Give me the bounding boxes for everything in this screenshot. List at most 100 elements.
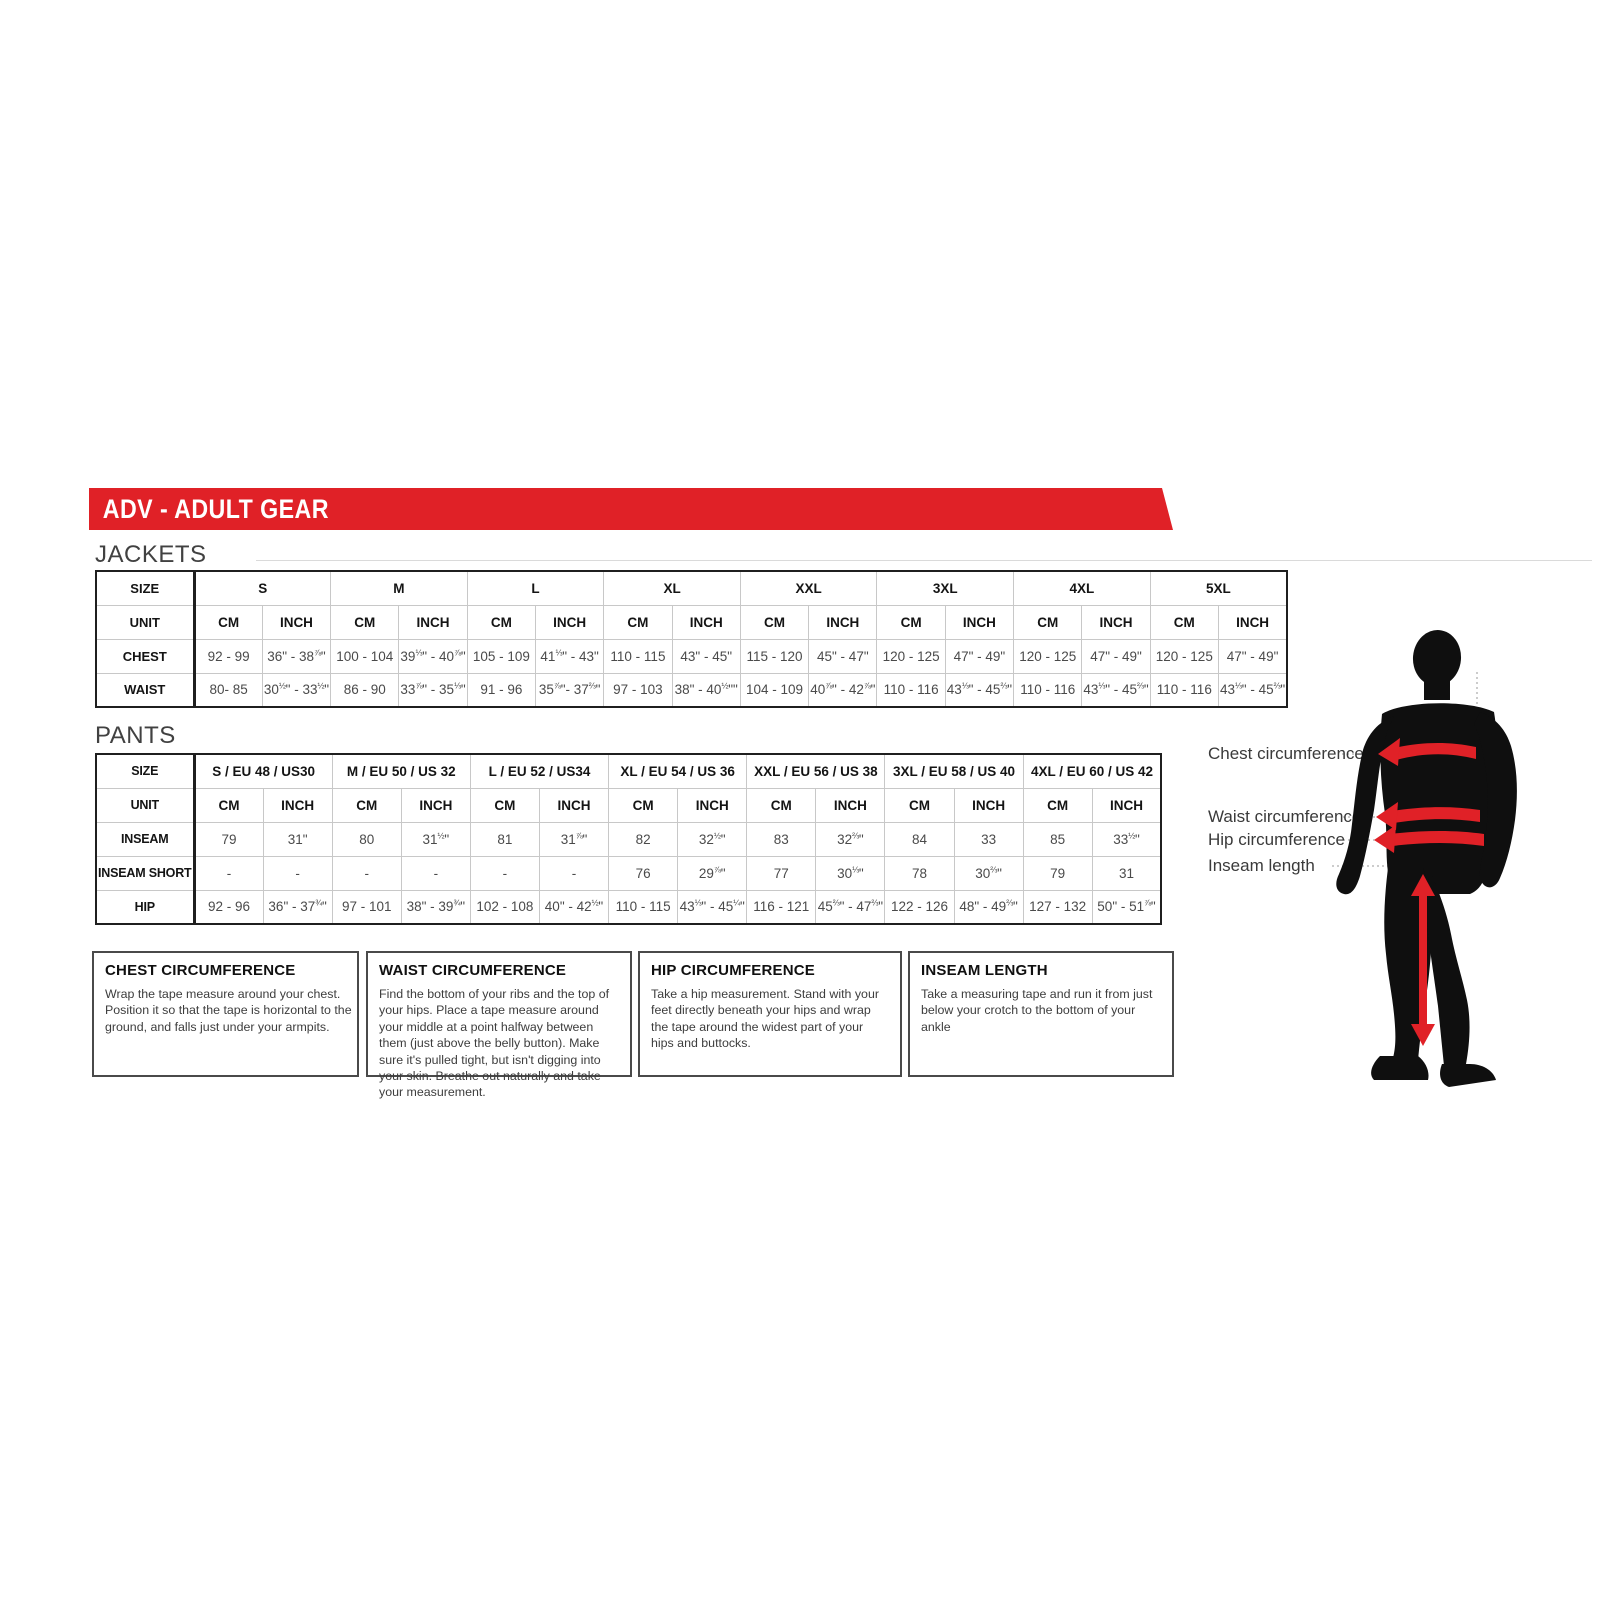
body-silhouette (1336, 630, 1517, 1087)
row-label: HIP (95, 889, 196, 925)
waist-info-body: Find the bottom of your ribs and the top… (379, 987, 610, 1100)
unit-header: CM (1022, 787, 1093, 823)
unit-header: INCH (262, 787, 333, 823)
cell: 76 (608, 855, 679, 891)
cell: 92 - 96 (193, 889, 264, 925)
cell: 79 (1022, 855, 1093, 891)
silhouette-right-leg (1426, 876, 1470, 1066)
cell: 33½" (1091, 821, 1162, 857)
unit-header: CM (330, 604, 400, 640)
banner-title: ADV - ADULT GEAR (102, 494, 329, 524)
cell: 33⅞" - 35⅓" (398, 672, 468, 708)
unit-header: INCH (671, 604, 741, 640)
unit-header: CM (608, 787, 679, 823)
cell: 33 (953, 821, 1024, 857)
row-label: INSEAM (95, 821, 196, 857)
cell: 47" - 49" (1081, 638, 1151, 674)
cell: - (193, 855, 264, 891)
waist-circumference-label: Waist circumference (1208, 807, 1362, 826)
cell: 97 - 103 (603, 672, 673, 708)
row-label: WAIST (95, 672, 196, 708)
jackets-heading-rule (256, 560, 1592, 561)
unit-header: INCH (534, 604, 605, 640)
cell: 115 - 120 (739, 638, 810, 674)
size-header: 3XL (876, 570, 1015, 606)
cell: 105 - 109 (466, 638, 536, 674)
unit-header: CM (469, 787, 540, 823)
cell: 40" - 42½" (538, 889, 610, 925)
silhouette-right-arm (1474, 712, 1517, 888)
cell: 110 - 115 (608, 889, 679, 925)
unit-header: INCH (944, 604, 1015, 640)
chest-info-box: CHEST CIRCUMFERENCE Wrap the tape measur… (92, 951, 359, 1077)
pants-heading: PANTS (95, 722, 176, 749)
cell: 29⅞" (677, 855, 748, 891)
unit-header: INCH (953, 787, 1024, 823)
cell: 31½" (400, 821, 471, 857)
waist-info-title: WAIST CIRCUMFERENCE (379, 962, 567, 979)
cell: - (538, 855, 610, 891)
unit-header: CM (746, 787, 817, 823)
cell: 30⅓" (815, 855, 886, 891)
size-header: M (330, 570, 468, 606)
pants-table: SIZE S / EU 48 / US30 M / EU 50 / US 32 L /… (95, 753, 1163, 925)
cell: 43⅓" - 45⅔" (944, 672, 1015, 708)
inseam-info-title: INSEAM LENGTH (921, 962, 1048, 979)
cell: 43⅓" - 45¼" (677, 889, 748, 925)
cell: 120 - 125 (876, 638, 946, 674)
unit-header: CM (193, 787, 264, 823)
cell: 92 - 99 (193, 638, 263, 674)
cell: 39⅓" - 40⅞" (398, 638, 468, 674)
cell: 30⅔" (953, 855, 1024, 891)
cell: 120 - 125 (1149, 638, 1219, 674)
row-label: INSEAM SHORT (95, 855, 196, 891)
cell: 47" - 49" (944, 638, 1015, 674)
unit-header: INCH (538, 787, 610, 823)
cell: 83 (746, 821, 817, 857)
cell: 110 - 116 (1149, 672, 1219, 708)
size-header: M / EU 50 / US 32 (331, 753, 471, 789)
hip-arrow (1374, 825, 1484, 853)
cell: 38" - 39¾" (400, 889, 471, 925)
cell: 79 (193, 821, 264, 857)
cell: 48" - 49⅔" (953, 889, 1024, 925)
cell: - (262, 855, 333, 891)
size-header: XXL / EU 56 / US 38 (746, 753, 886, 789)
cell: 30½" - 33½" (261, 672, 332, 708)
cell: 91 - 96 (466, 672, 536, 708)
size-header: S (193, 570, 332, 606)
unit-header: CM (193, 604, 263, 640)
cell: 80- 85 (193, 672, 263, 708)
inseam-length-label: Inseam length (1208, 856, 1315, 875)
unit-header: INCH (261, 604, 332, 640)
cell: 32⅔" (815, 821, 886, 857)
unit-header: CM (739, 604, 810, 640)
unit-row-label: UNIT (95, 787, 196, 823)
cell: 31" (262, 821, 333, 857)
chest-circumference-label: Chest circumference (1208, 744, 1364, 763)
hip-info-body: Take a hip measurement. Stand with your … (651, 987, 879, 1051)
chest-arrow (1378, 738, 1476, 766)
cell: 97 - 101 (331, 889, 402, 925)
size-header: L / EU 52 / US34 (469, 753, 610, 789)
chest-info-title: CHEST CIRCUMFERENCE (105, 962, 296, 979)
unit-header: CM (1013, 604, 1083, 640)
cell: 45⅔" - 47⅔" (815, 889, 886, 925)
cell: 43⅓" - 45⅔" (1081, 672, 1151, 708)
size-header: S / EU 48 / US30 (193, 753, 333, 789)
cell: 45" - 47" (808, 638, 878, 674)
size-header: XL / EU 54 / US 36 (608, 753, 748, 789)
cell: 36" - 38⅞" (261, 638, 332, 674)
jackets-heading: JACKETS (95, 541, 207, 568)
hip-circumference-label: Hip circumference (1208, 830, 1345, 849)
inseam-info-box: INSEAM LENGTH Take a measuring tape and … (908, 951, 1174, 1077)
cell: 32½" (677, 821, 748, 857)
size-header: XXL (739, 570, 878, 606)
unit-header: INCH (1091, 787, 1162, 823)
size-header: 4XL / EU 60 / US 42 (1022, 753, 1162, 789)
cell: 31⅞" (538, 821, 610, 857)
cell: - (400, 855, 471, 891)
cell: 85 (1022, 821, 1093, 857)
cell: - (469, 855, 540, 891)
cell: 84 (884, 821, 955, 857)
